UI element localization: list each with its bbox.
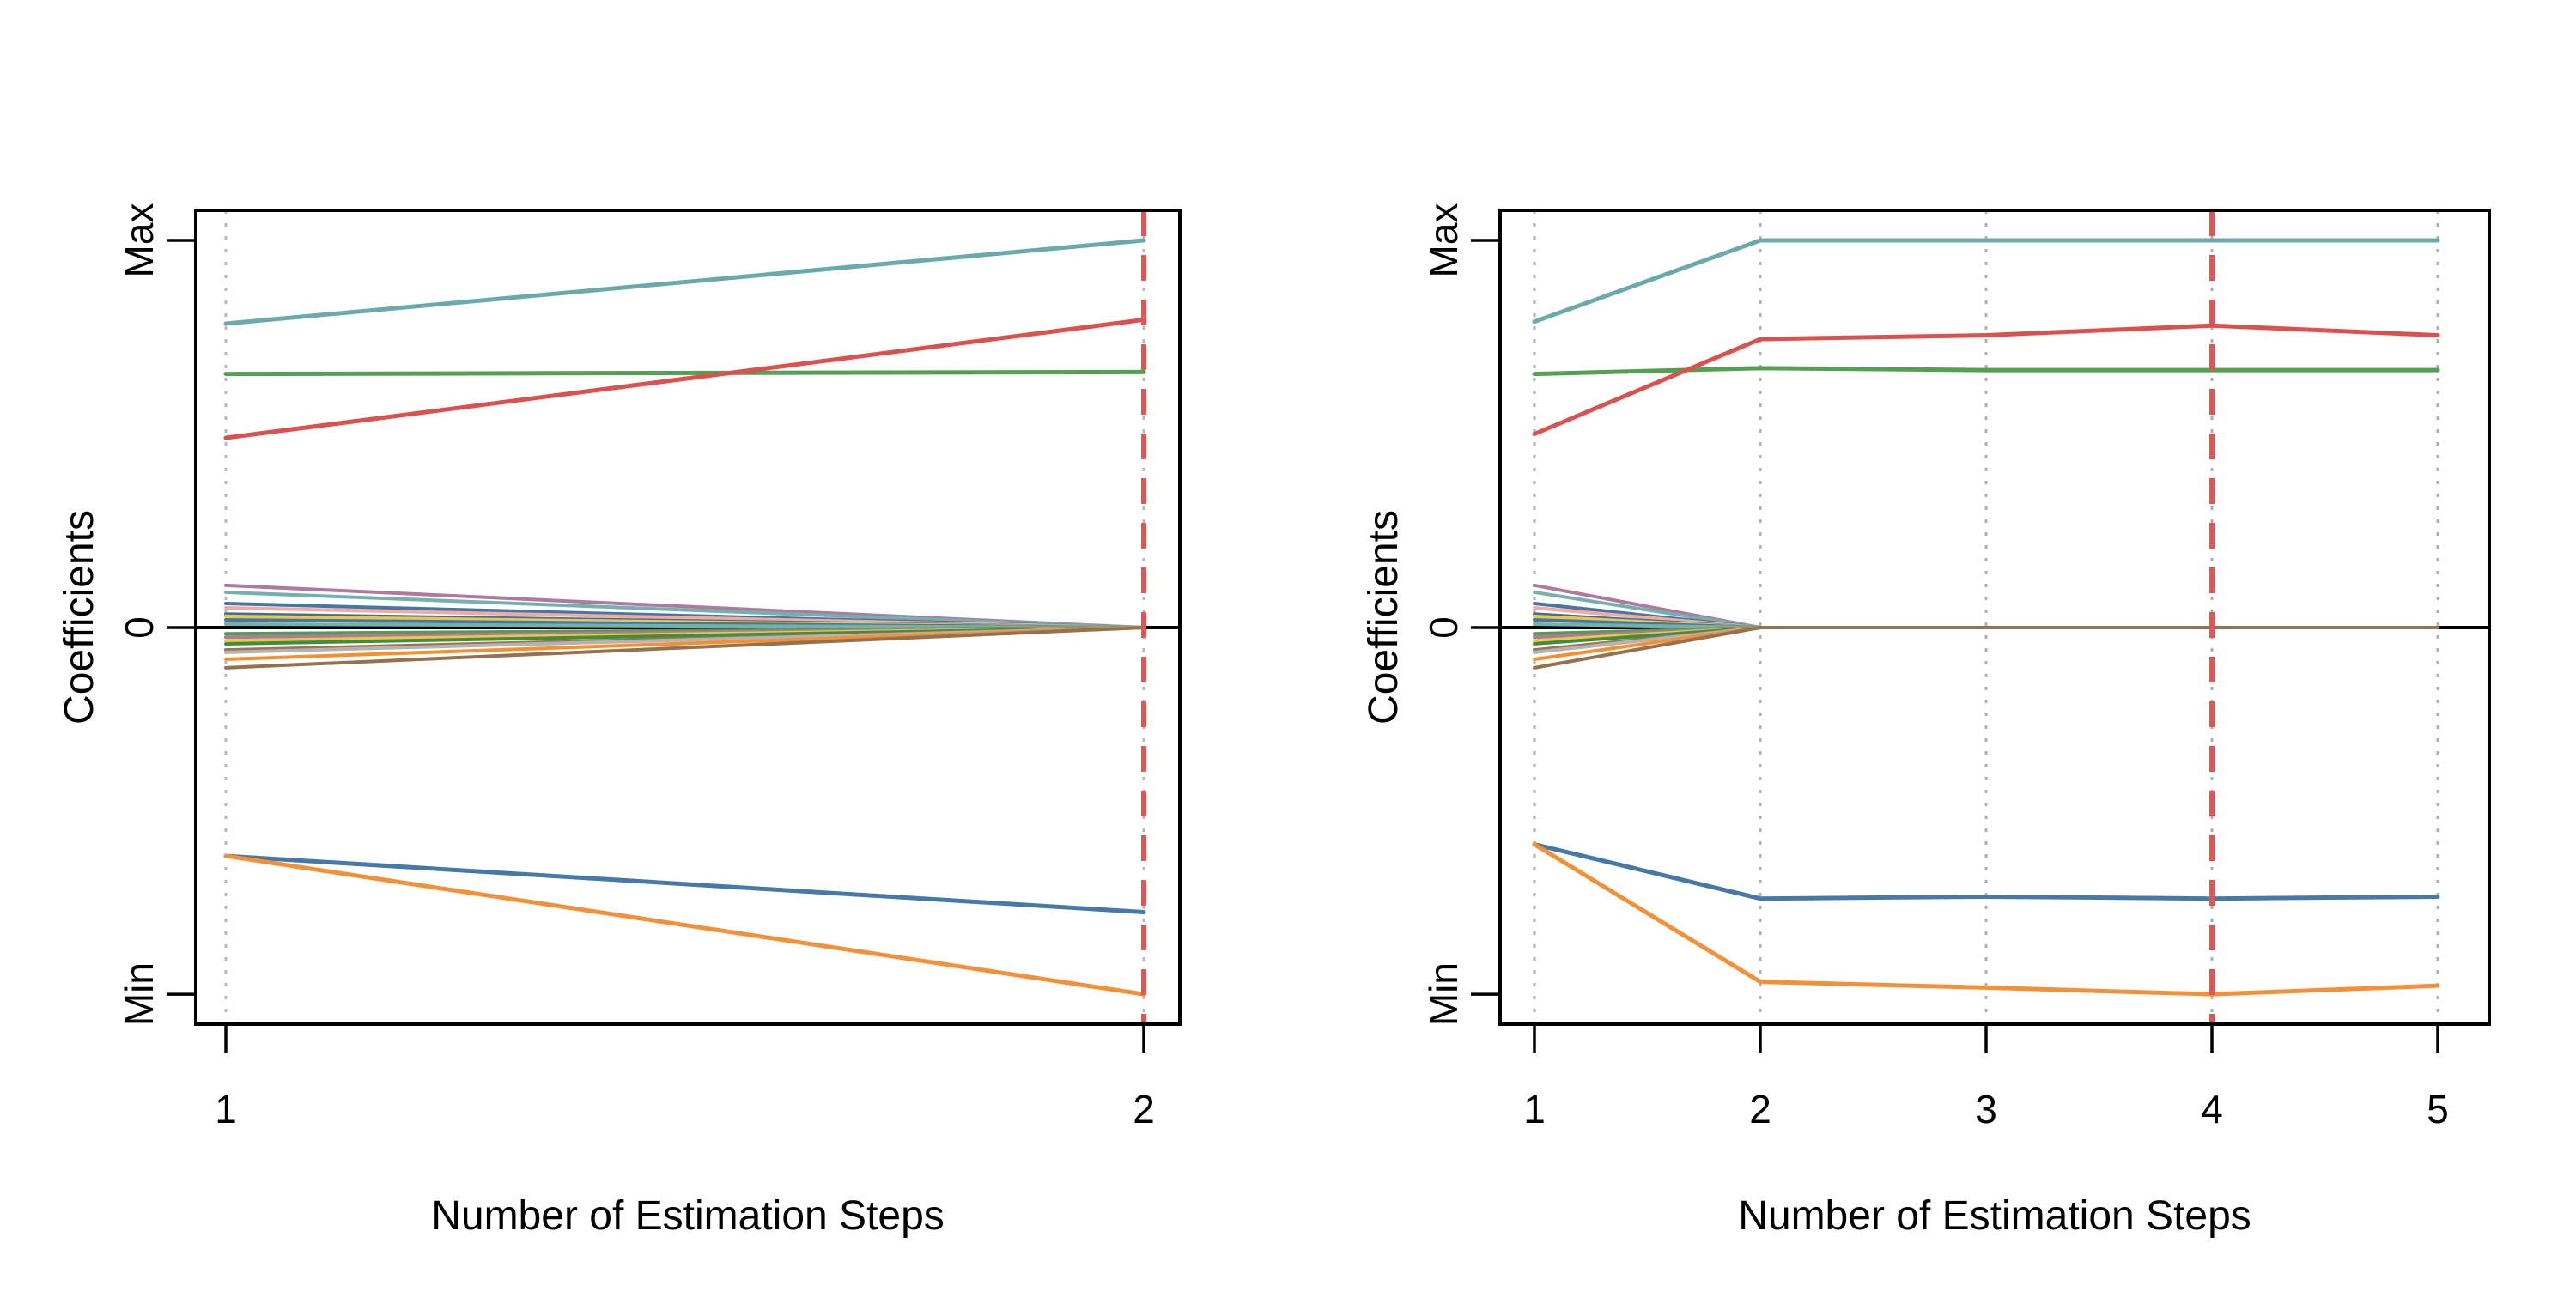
right-panel-x-tick-label-4: 4	[2201, 1087, 2223, 1131]
right-panel-y-tick-label-Max: Max	[1421, 203, 1466, 278]
left-panel-series-green-coef	[223, 369, 1146, 377]
left-panel-x-axis-title: Number of Estimation Steps	[431, 1193, 945, 1239]
left-panel-series-orange-coef	[223, 853, 1146, 997]
right-panel-y-axis-title: Coefficients	[1361, 510, 1406, 725]
right-panel-x-tick-label-5: 5	[2427, 1087, 2449, 1131]
right-panel-series-blue-coef	[1532, 842, 2440, 901]
left-panel-y-tick-label-Min: Min	[117, 962, 161, 1026]
left-panel-series-teal-coef	[223, 238, 1146, 326]
left-panel-series-small-coef-16	[224, 626, 1145, 670]
right-panel-series-red-coef	[1532, 323, 2440, 436]
right-panel-x-tick-label-2: 2	[1749, 1087, 1771, 1131]
right-panel-series-orange-coef	[1532, 842, 2440, 997]
left-panel-x-tick-label-2: 2	[1133, 1087, 1155, 1131]
right-panel-plot-border	[1498, 209, 2491, 1026]
right-panel-x-tick-label-1: 1	[1523, 1087, 1546, 1131]
right-panel-series-green-coef	[1532, 366, 2440, 377]
right-panel-x-tick-label-3: 3	[1975, 1087, 1997, 1131]
right-panel-series-small-coef-16	[1533, 626, 2439, 670]
left-panel-y-tick-label-Max: Max	[117, 203, 161, 278]
right-panel-x-axis-title: Number of Estimation Steps	[1738, 1193, 2251, 1239]
right-panel-y-tick-label-0: 0	[1421, 616, 1466, 639]
right-panel-y-tick-label-Min: Min	[1421, 962, 1466, 1026]
left-panel-series-small-coef-02	[224, 590, 1145, 629]
left-panel-y-axis-title: Coefficients	[57, 510, 102, 725]
left-panel-x-tick-label-1: 1	[215, 1087, 237, 1131]
right-panel-series-teal-coef	[1532, 238, 2440, 325]
left-panel-series-blue-coef	[223, 853, 1146, 914]
left-panel-y-tick-label-0: 0	[117, 616, 161, 639]
left-panel-plot-border	[194, 209, 1182, 1026]
left-panel-series-red-coef	[223, 317, 1146, 440]
